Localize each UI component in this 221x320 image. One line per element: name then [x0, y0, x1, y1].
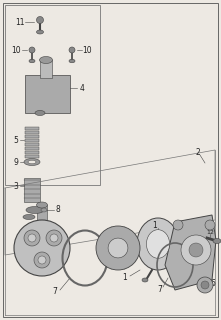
- Ellipse shape: [35, 110, 45, 116]
- Text: 3: 3: [13, 181, 18, 190]
- Ellipse shape: [147, 230, 170, 258]
- Text: 5: 5: [13, 135, 18, 145]
- Circle shape: [96, 226, 140, 270]
- Ellipse shape: [28, 160, 36, 164]
- Ellipse shape: [29, 59, 35, 63]
- Text: 1: 1: [153, 220, 157, 229]
- Circle shape: [108, 238, 128, 258]
- Bar: [25, 143, 39, 146]
- Text: 7: 7: [53, 287, 57, 297]
- Bar: [25, 139, 39, 142]
- Ellipse shape: [36, 30, 44, 34]
- Circle shape: [50, 234, 58, 242]
- Ellipse shape: [142, 278, 148, 282]
- Circle shape: [197, 277, 213, 293]
- Bar: [25, 75, 70, 113]
- Bar: [24, 178, 40, 202]
- Ellipse shape: [69, 59, 75, 63]
- Text: 11: 11: [15, 18, 25, 27]
- Circle shape: [205, 220, 215, 230]
- Text: 10: 10: [11, 45, 21, 54]
- Circle shape: [201, 281, 209, 289]
- Bar: [25, 147, 39, 150]
- Circle shape: [36, 17, 44, 23]
- Bar: [5, 5, 100, 185]
- Circle shape: [181, 235, 211, 265]
- Circle shape: [24, 230, 40, 246]
- Text: 10: 10: [82, 45, 92, 54]
- Bar: [37, 205, 47, 220]
- Bar: [25, 155, 39, 158]
- Circle shape: [38, 256, 46, 264]
- Circle shape: [14, 220, 70, 276]
- Text: 2: 2: [196, 148, 200, 156]
- Circle shape: [173, 220, 183, 230]
- Circle shape: [189, 243, 203, 257]
- Polygon shape: [165, 215, 216, 290]
- Text: 9: 9: [13, 157, 18, 166]
- Ellipse shape: [137, 218, 179, 270]
- Ellipse shape: [36, 202, 48, 208]
- Circle shape: [34, 252, 50, 268]
- Bar: [25, 151, 39, 154]
- Ellipse shape: [23, 214, 35, 220]
- Circle shape: [28, 234, 36, 242]
- Text: 12: 12: [206, 229, 214, 235]
- Text: 7: 7: [158, 285, 162, 294]
- Bar: [25, 131, 39, 134]
- Text: 8: 8: [56, 205, 60, 214]
- Text: 6: 6: [211, 278, 215, 287]
- Circle shape: [46, 230, 62, 246]
- Circle shape: [69, 47, 75, 53]
- Ellipse shape: [40, 57, 53, 63]
- Circle shape: [29, 47, 35, 53]
- Text: 4: 4: [80, 84, 84, 92]
- Ellipse shape: [26, 206, 44, 213]
- Ellipse shape: [213, 238, 221, 244]
- Ellipse shape: [24, 158, 40, 165]
- Bar: [40, 60, 52, 78]
- Text: 1: 1: [123, 274, 127, 283]
- Bar: [25, 127, 39, 130]
- Ellipse shape: [41, 208, 47, 212]
- Bar: [25, 135, 39, 138]
